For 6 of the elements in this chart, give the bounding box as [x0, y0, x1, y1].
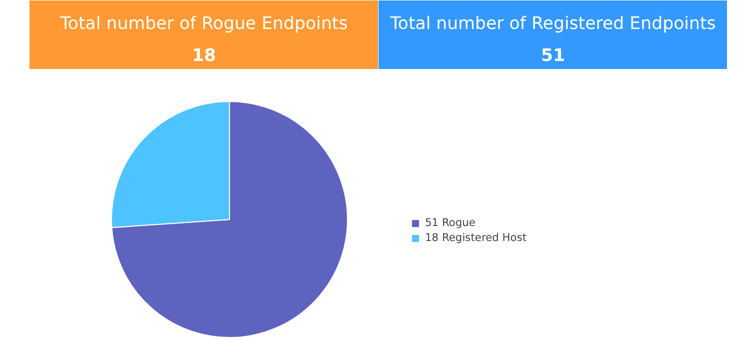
legend-label: 51 Rogue: [425, 216, 476, 229]
text: 18: [192, 46, 216, 66]
legend-label: 18 Registered Host: [425, 231, 527, 244]
text: Total number of Registered Endpoints: [389, 14, 716, 34]
text: 51: [540, 46, 566, 66]
text: Total number of Rogue Endpoints: [59, 14, 348, 34]
